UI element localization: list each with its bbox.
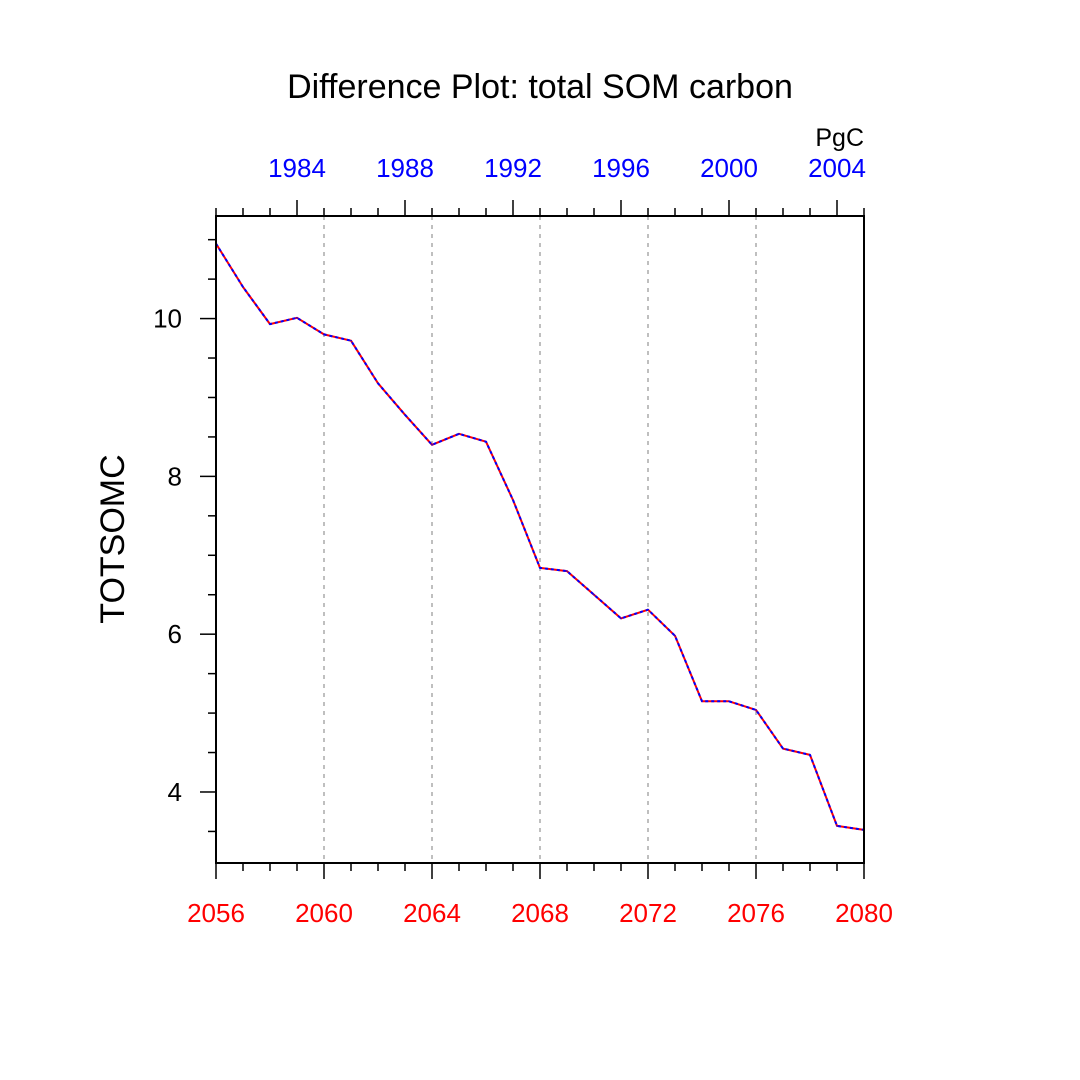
data-point-2064 <box>431 444 433 446</box>
data-point-2070 <box>593 593 595 596</box>
y-tick-label-1: 6 <box>168 619 182 649</box>
data-point-2074 <box>701 700 703 703</box>
data-point-2058 <box>269 323 271 325</box>
data-point-2078 <box>809 754 811 756</box>
x-top-tick-label-3: 1996 <box>592 153 650 183</box>
data-point-2069 <box>566 570 568 572</box>
x-top-tick-label-5: 2004 <box>808 153 866 183</box>
data-point-2061 <box>350 339 352 342</box>
data-point-2059 <box>296 316 298 319</box>
x-bottom-tick-label-0: 2056 <box>187 898 245 928</box>
x-bottom-tick-label-1: 2060 <box>295 898 353 928</box>
x-bottom-tick-label-2: 2064 <box>403 898 461 928</box>
x-top-tick-label-4: 2000 <box>700 153 758 183</box>
y-axis-label: TOTSOMC <box>94 454 132 623</box>
data-point-2063 <box>404 414 406 416</box>
plot-frame <box>215 215 865 864</box>
data-point-2060 <box>323 333 325 336</box>
data-point-2075 <box>728 700 730 703</box>
data-point-2073 <box>674 634 676 637</box>
data-point-2065 <box>458 432 460 435</box>
x-top-tick-label-1: 1988 <box>376 153 434 183</box>
data-point-2062 <box>377 382 379 385</box>
x-top-tick-label-2: 1992 <box>484 153 542 183</box>
y-tick-label-2: 8 <box>168 461 182 491</box>
chart-title: Difference Plot: total SOM carbon <box>287 68 793 106</box>
y-tick-label-3: 10 <box>153 304 182 334</box>
x-bottom-tick-label-5: 2076 <box>727 898 785 928</box>
units-label: PgC <box>815 124 864 152</box>
x-top-tick-label-0: 1984 <box>268 153 326 183</box>
data-series <box>215 242 865 831</box>
y-tick-label-0: 4 <box>168 777 182 807</box>
data-point-2066 <box>485 440 487 443</box>
axis-ticks <box>200 200 865 879</box>
data-point-2068 <box>539 567 541 569</box>
data-point-2077 <box>782 747 784 750</box>
tick-labels: 2056 2060 2064 2068 2072 2076 2080 1984 1988 1992… <box>153 153 893 928</box>
data-point-2072 <box>647 608 649 611</box>
data-point-2079 <box>836 825 838 827</box>
x-bottom-tick-label-4: 2072 <box>619 898 677 928</box>
data-point-2057 <box>242 286 244 288</box>
data-point-2071 <box>620 617 622 620</box>
x-bottom-tick-label-6: 2080 <box>835 898 893 928</box>
data-point-2067 <box>512 499 514 501</box>
grid-lines <box>323 216 757 863</box>
data-point-2076 <box>755 709 757 711</box>
x-bottom-tick-label-3: 2068 <box>511 898 569 928</box>
